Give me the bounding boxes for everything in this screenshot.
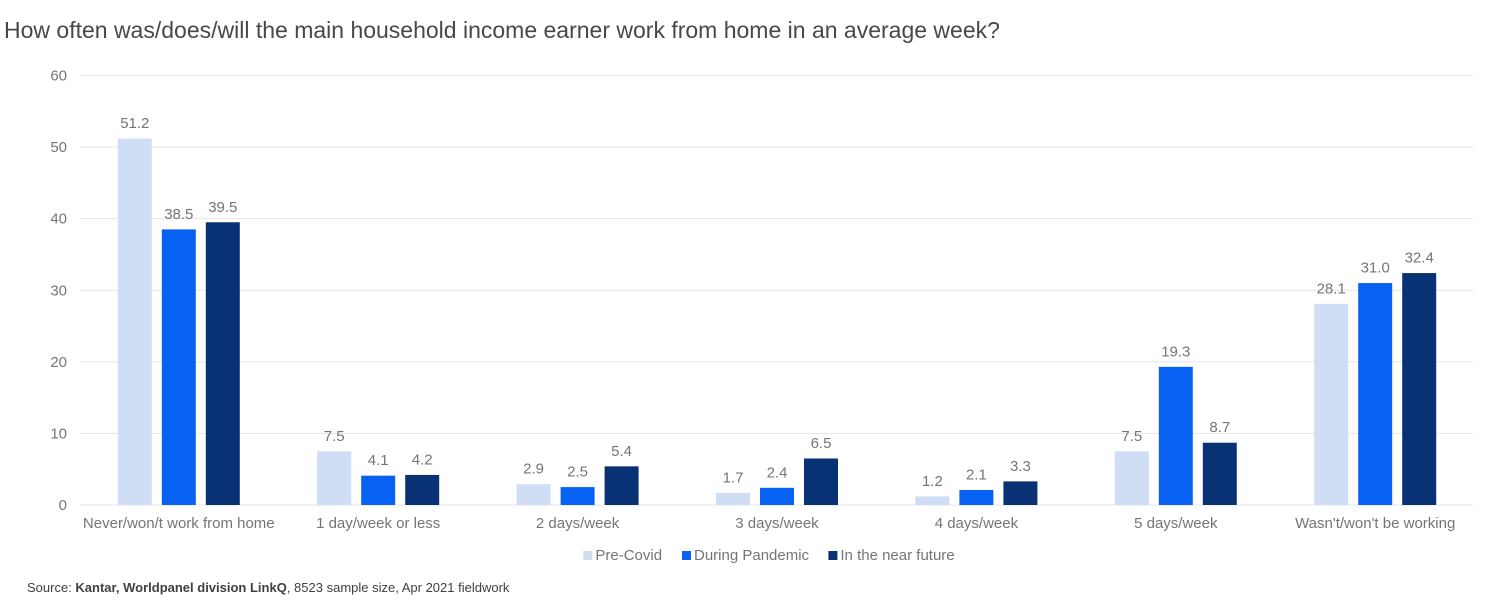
svg-text:Never/won/t work from home: Never/won/t work from home [83,515,275,532]
svg-text:10: 10 [50,425,67,442]
svg-text:8.7: 8.7 [1209,419,1230,436]
svg-text:0: 0 [59,497,67,514]
svg-text:2.9: 2.9 [523,461,544,478]
svg-text:Pre-Covid: Pre-Covid [595,547,662,564]
svg-text:Source: Kantar, Worldpanel div: Source: Kantar, Worldpanel division Link… [27,580,510,595]
svg-text:5.4: 5.4 [611,443,632,460]
svg-text:51.2: 51.2 [120,115,149,132]
svg-text:60: 60 [50,68,67,85]
svg-text:1.2: 1.2 [922,473,943,490]
svg-text:In the near future: In the near future [840,547,954,564]
svg-text:How often was/does/will the ma: How often was/does/will the main househo… [4,17,1000,43]
svg-text:32.4: 32.4 [1405,250,1434,267]
svg-text:40: 40 [50,211,67,228]
svg-text:1.7: 1.7 [723,469,744,486]
svg-text:50: 50 [50,139,67,156]
svg-text:4.1: 4.1 [368,452,389,469]
svg-text:28.1: 28.1 [1317,280,1346,297]
svg-text:2.4: 2.4 [767,464,788,481]
svg-text:1 day/week or less: 1 day/week or less [316,515,440,532]
svg-text:7.5: 7.5 [1121,428,1142,445]
svg-text:19.3: 19.3 [1161,343,1190,360]
svg-text:4.2: 4.2 [412,451,433,468]
svg-text:20: 20 [50,354,67,371]
svg-text:2.5: 2.5 [567,464,588,481]
svg-text:31.0: 31.0 [1361,260,1390,277]
svg-text:39.5: 39.5 [208,199,237,216]
svg-text:3 days/week: 3 days/week [735,515,819,532]
svg-text:7.5: 7.5 [324,428,345,445]
svg-text:3.3: 3.3 [1010,458,1031,475]
svg-text:38.5: 38.5 [164,206,193,223]
svg-text:6.5: 6.5 [811,435,832,452]
svg-text:2.1: 2.1 [966,466,987,483]
svg-text:5 days/week: 5 days/week [1134,515,1218,532]
svg-text:30: 30 [50,282,67,299]
svg-text:2 days/week: 2 days/week [536,515,620,532]
svg-text:Wasn't/won't be working: Wasn't/won't be working [1295,515,1455,532]
svg-text:During Pandemic: During Pandemic [694,547,810,564]
svg-text:4 days/week: 4 days/week [935,515,1019,532]
